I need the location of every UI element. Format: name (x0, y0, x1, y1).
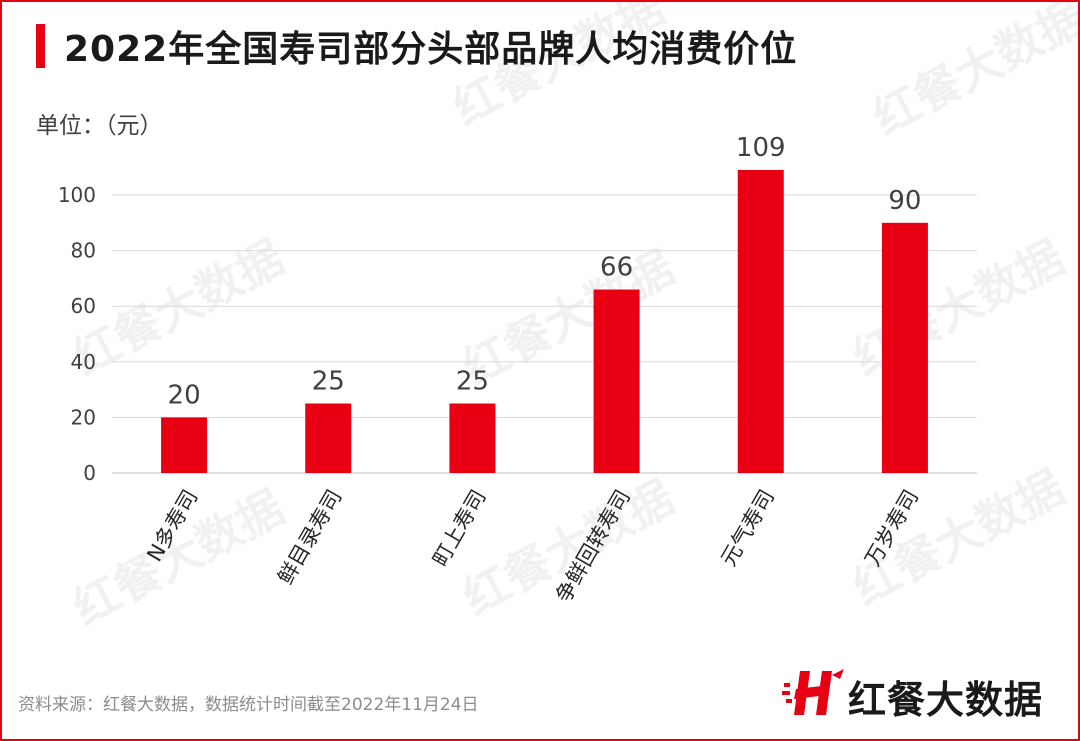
x-category-label: 町上寿司 (428, 485, 491, 570)
bar (305, 403, 352, 473)
x-category-label: N多寿司 (142, 486, 202, 566)
unit-label: 单位：（元） (36, 113, 163, 139)
data-label: 90 (888, 186, 921, 216)
x-category-label: 万岁寿司 (860, 486, 923, 571)
brand-name: 红餐大数据 (848, 678, 1044, 722)
y-tick-label: 20 (71, 405, 96, 429)
brand-logo: 红餐大数据 (782, 665, 1052, 725)
y-tick-label: 80 (71, 239, 96, 263)
y-tick-label: 60 (71, 294, 96, 318)
y-tick-label: 40 (71, 350, 96, 374)
x-category-label: 鲜目录寿司 (273, 486, 346, 589)
x-category-label: 元气寿司 (716, 486, 779, 571)
bar (593, 289, 640, 473)
title-accent-bar (36, 24, 45, 68)
x-category-label: 争鲜回转寿司 (551, 486, 635, 607)
bar (737, 169, 784, 474)
data-label: 66 (600, 253, 633, 283)
data-label: 25 (312, 367, 345, 397)
y-tick-label: 0 (83, 461, 96, 485)
bar (881, 222, 928, 473)
data-label: 25 (456, 367, 489, 397)
data-label: 20 (168, 380, 201, 410)
bar (449, 403, 496, 473)
source-note: 资料来源：红餐大数据，数据统计时间截至2022年11月24日 (18, 695, 479, 715)
chart-title: 2022年全国寿司部分头部品牌人均消费价位 (64, 29, 798, 70)
hongcan-h-logo-icon (782, 669, 844, 715)
data-label: 109 (736, 133, 786, 163)
y-tick-label: 100 (58, 183, 96, 207)
bar (161, 417, 208, 473)
